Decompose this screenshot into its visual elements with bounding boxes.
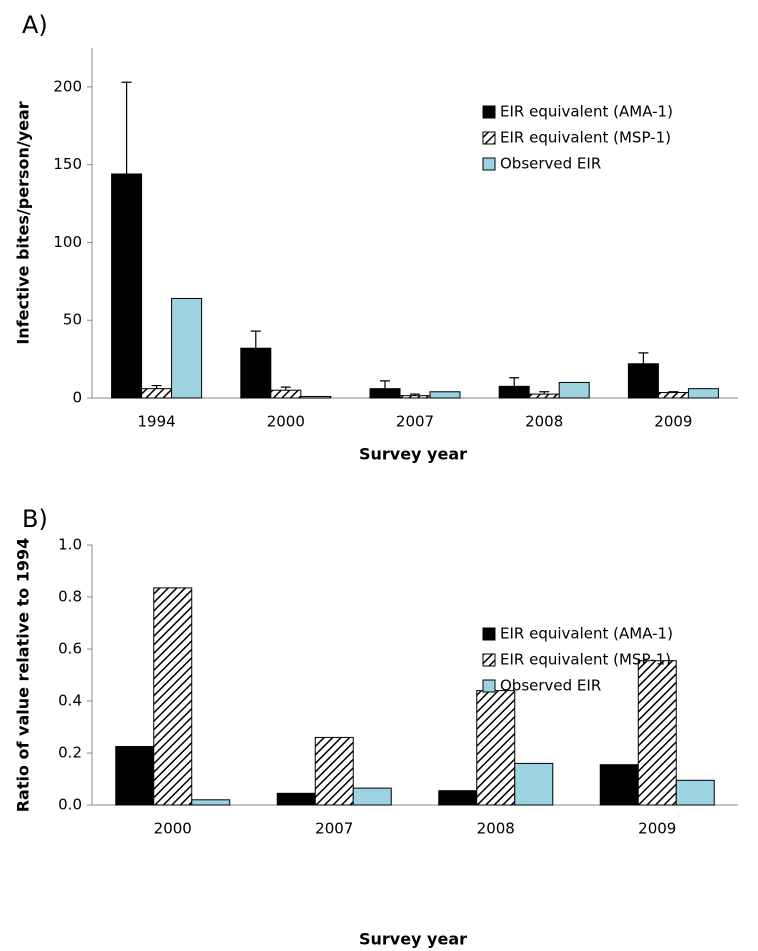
bar bbox=[300, 395, 332, 399]
legend-swatch bbox=[482, 131, 496, 145]
y-axis-label: Ratio of value relative to 1994 bbox=[14, 538, 33, 813]
error-bar bbox=[638, 352, 649, 364]
bar bbox=[429, 391, 461, 399]
legend-swatch bbox=[482, 653, 496, 667]
legend-label: EIR equivalent (AMA-1) bbox=[500, 103, 673, 121]
bar bbox=[558, 381, 590, 399]
y-tick-label: 0.6 bbox=[58, 640, 82, 658]
bar bbox=[153, 587, 193, 806]
error-bar bbox=[250, 330, 261, 349]
bar bbox=[637, 660, 677, 806]
bar bbox=[191, 799, 231, 806]
x-tick-label: 2007 bbox=[396, 413, 434, 431]
bar bbox=[240, 347, 272, 399]
x-axis-label: Survey year bbox=[359, 930, 467, 949]
bar bbox=[352, 787, 392, 806]
panel-label: B) bbox=[22, 505, 48, 533]
error-bar bbox=[121, 81, 132, 174]
bar bbox=[111, 173, 143, 399]
bar bbox=[514, 762, 554, 806]
error-bar bbox=[509, 377, 520, 387]
y-tick-label: 0 bbox=[72, 389, 82, 407]
y-tick-label: 1.0 bbox=[58, 536, 82, 554]
legend-swatch bbox=[482, 679, 496, 693]
legend-label: EIR equivalent (MSP-1) bbox=[500, 129, 671, 147]
legend-label: Observed EIR bbox=[500, 155, 601, 173]
x-axis-label: Survey year bbox=[359, 445, 467, 464]
y-tick-label: 50 bbox=[63, 311, 82, 329]
y-tick-label: 200 bbox=[53, 77, 82, 95]
x-tick-label: 2007 bbox=[315, 820, 353, 838]
legend-label: EIR equivalent (MSP-1) bbox=[500, 651, 671, 669]
x-tick-label: 2000 bbox=[267, 413, 305, 431]
x-tick-label: 2000 bbox=[154, 820, 192, 838]
bar bbox=[687, 388, 719, 399]
y-tick-label: 0.4 bbox=[58, 692, 82, 710]
bar bbox=[369, 388, 401, 399]
bar bbox=[399, 395, 431, 399]
bar bbox=[528, 393, 560, 399]
bar bbox=[314, 736, 354, 806]
legend-swatch bbox=[482, 627, 496, 641]
bar bbox=[627, 363, 659, 399]
bar bbox=[438, 790, 478, 806]
legend-label: EIR equivalent (AMA-1) bbox=[500, 625, 673, 643]
bar bbox=[276, 792, 316, 806]
panel-label: A) bbox=[22, 11, 48, 39]
bar bbox=[599, 764, 639, 806]
y-tick-label: 0.2 bbox=[58, 744, 82, 762]
x-tick-label: 2008 bbox=[477, 820, 515, 838]
y-tick-label: 150 bbox=[53, 155, 82, 173]
x-tick-label: 2009 bbox=[638, 820, 676, 838]
y-axis-label: Infective bites/person/year bbox=[14, 101, 33, 344]
legend-swatch bbox=[482, 105, 496, 119]
bar bbox=[675, 779, 715, 806]
y-tick-label: 0.0 bbox=[58, 796, 82, 814]
legend-swatch bbox=[482, 157, 496, 171]
legend-label: Observed EIR bbox=[500, 677, 601, 695]
y-tick-label: 0.8 bbox=[58, 588, 82, 606]
y-tick-label: 100 bbox=[53, 233, 82, 251]
x-tick-label: 1994 bbox=[138, 413, 176, 431]
bar bbox=[657, 392, 689, 399]
bar bbox=[171, 297, 203, 399]
error-bar bbox=[151, 384, 162, 389]
error-bar bbox=[280, 386, 291, 391]
error-bar bbox=[410, 393, 420, 396]
x-tick-label: 2009 bbox=[654, 413, 692, 431]
x-tick-label: 2008 bbox=[525, 413, 563, 431]
bar bbox=[498, 385, 530, 399]
bar bbox=[476, 690, 516, 806]
bar bbox=[115, 746, 155, 806]
bar bbox=[270, 389, 302, 399]
error-bar bbox=[539, 391, 550, 395]
error-bar bbox=[380, 380, 390, 389]
bar bbox=[141, 388, 173, 399]
error-bar bbox=[668, 391, 679, 393]
